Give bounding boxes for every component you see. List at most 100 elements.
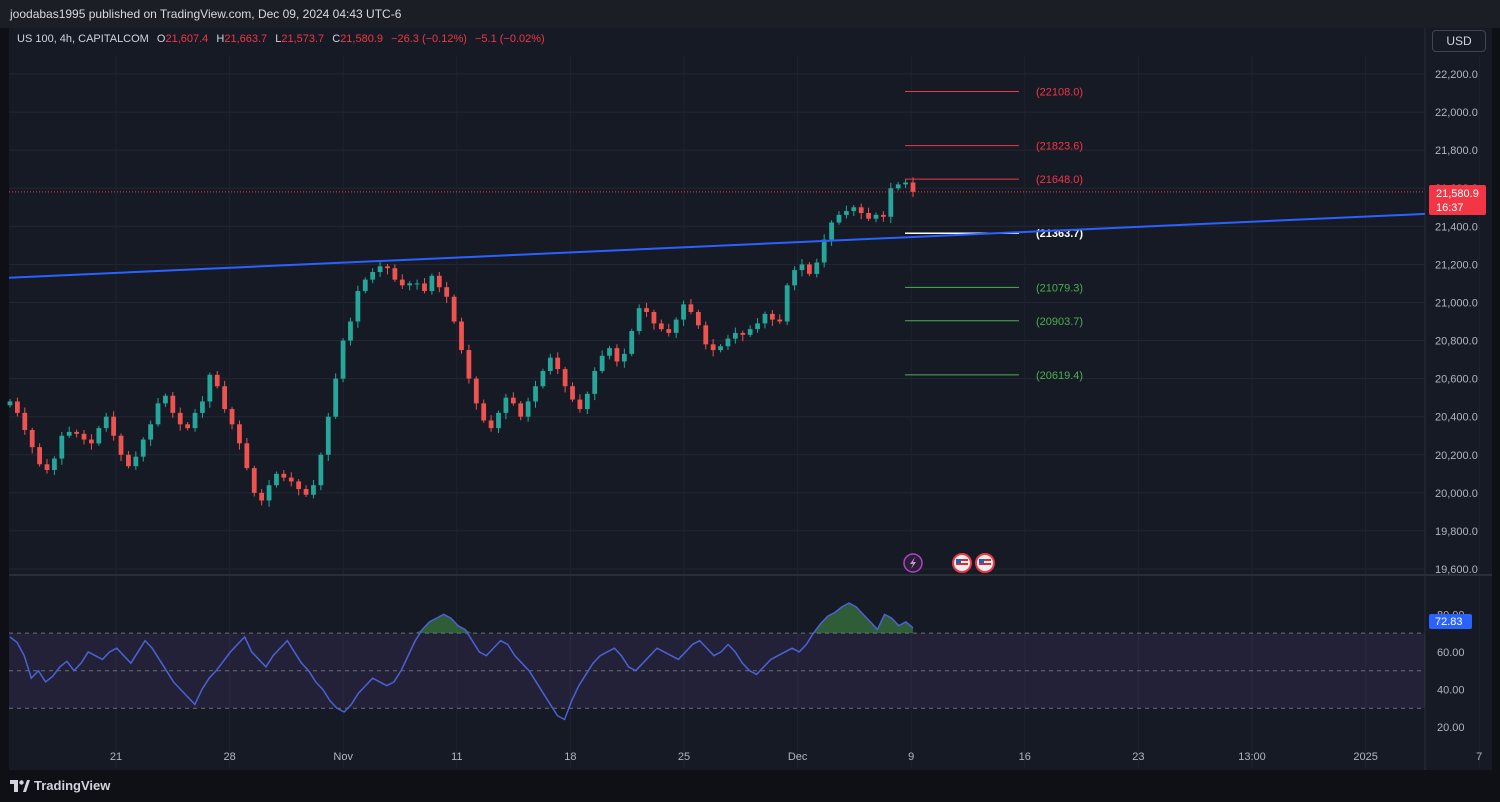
candle (584, 393, 590, 410)
candle (348, 321, 353, 341)
candle (503, 397, 509, 413)
candle (903, 182, 908, 185)
publisher-text: joodabas1995 published on TradingView.co… (10, 7, 402, 21)
candle (118, 435, 124, 455)
candle (577, 399, 583, 410)
open-value: 21,607.4 (165, 33, 209, 45)
candle (858, 207, 864, 213)
candle (111, 416, 117, 436)
candle (888, 188, 894, 217)
ohlc-legend: US 100, 4h, CAPITALCOM O21,607.4 H21,663… (17, 33, 545, 45)
candle (725, 338, 731, 347)
price-tick-label: 21,200.0 (1435, 259, 1478, 271)
candle (377, 266, 383, 272)
candle (370, 272, 376, 280)
candle (333, 378, 339, 417)
time-tick-label: 21 (110, 751, 122, 763)
candle (607, 348, 612, 356)
candle (769, 313, 775, 320)
time-tick-label: 23 (1132, 751, 1144, 763)
candle (806, 264, 812, 274)
candle (873, 214, 879, 219)
price-level-label: (21648.0) (1036, 174, 1083, 186)
candle (311, 485, 316, 495)
candle (340, 340, 346, 379)
candle (562, 369, 568, 387)
candle (658, 323, 664, 330)
tradingview-logo[interactable]: TradingView (10, 778, 110, 793)
price-tick-label: 20,000.0 (1435, 488, 1478, 500)
candle (762, 313, 768, 324)
price-level-label: (20903.7) (1036, 316, 1083, 328)
last-price-value: 21,580.9 (1436, 188, 1479, 200)
candle (170, 395, 176, 413)
candle (200, 401, 205, 413)
candle (629, 331, 635, 354)
price-tick-label: 21,000.0 (1435, 297, 1478, 309)
price-level-label: (20619.4) (1036, 370, 1083, 382)
chart-panel[interactable] (9, 28, 1492, 770)
candle (792, 270, 797, 286)
candle (59, 435, 65, 459)
high-value: 21,663.7 (224, 33, 268, 45)
candle (29, 430, 35, 448)
candle (355, 291, 361, 322)
candle (214, 374, 220, 387)
symbol-label[interactable]: US 100, 4h, CAPITALCOM (17, 33, 149, 45)
time-tick-label: 16 (1019, 751, 1031, 763)
candle (399, 279, 405, 286)
candle (910, 182, 916, 192)
candle (496, 412, 501, 429)
price-tick-label: 21,800.0 (1435, 145, 1478, 157)
publisher-bar: joodabas1995 published on TradingView.co… (0, 0, 1500, 28)
candle (473, 378, 479, 404)
currency-button[interactable]: USD (1432, 30, 1486, 52)
price-tick-label: 20,200.0 (1435, 450, 1478, 462)
candle (52, 458, 57, 470)
bar-countdown: 16:37 (1436, 202, 1464, 214)
candle (163, 395, 168, 404)
candle (192, 412, 198, 429)
candle (155, 403, 161, 425)
candle (392, 268, 398, 280)
candle (459, 321, 464, 351)
candle (133, 456, 139, 467)
time-tick-label: 11 (451, 751, 462, 763)
candle (288, 477, 294, 482)
candle (259, 492, 265, 501)
price-tick-label: 19,800.0 (1435, 526, 1478, 538)
rsi-line (9, 602, 914, 721)
candle (451, 296, 457, 322)
candle (222, 386, 228, 410)
candle (777, 319, 783, 322)
candle (681, 304, 686, 320)
candle (281, 473, 287, 478)
rsi-value: 72.83 (1435, 616, 1463, 628)
candle (799, 264, 805, 271)
candle (895, 184, 901, 189)
time-axis[interactable]: 21 28 Nov 11 18 25 Dec 9 16 23 13:00 2025 7 (110, 751, 1482, 763)
price-axis[interactable]: 22,200.022,000.021,800.021,600.021,400.0… (1435, 69, 1478, 576)
low-label: L (275, 33, 282, 45)
candle (385, 266, 390, 269)
candle (303, 489, 309, 495)
event-markers[interactable] (903, 553, 995, 573)
candle (510, 397, 516, 404)
candle (185, 424, 191, 429)
price-tick-label: 22,000.0 (1435, 107, 1478, 119)
candle (636, 308, 642, 332)
footer-brand: TradingView (34, 778, 111, 793)
candle (325, 416, 331, 455)
candle (547, 357, 553, 371)
price-tick-label: 20,600.0 (1435, 374, 1478, 386)
price-tick-label: 19,600.0 (1435, 564, 1478, 576)
candle (126, 454, 131, 467)
candle (466, 350, 472, 379)
candle (525, 401, 531, 417)
open-label: O (156, 33, 166, 45)
high-label: H (216, 33, 225, 45)
lightning-icon (910, 557, 916, 569)
footer-bar (0, 770, 1500, 802)
trendline[interactable] (8, 212, 1426, 279)
